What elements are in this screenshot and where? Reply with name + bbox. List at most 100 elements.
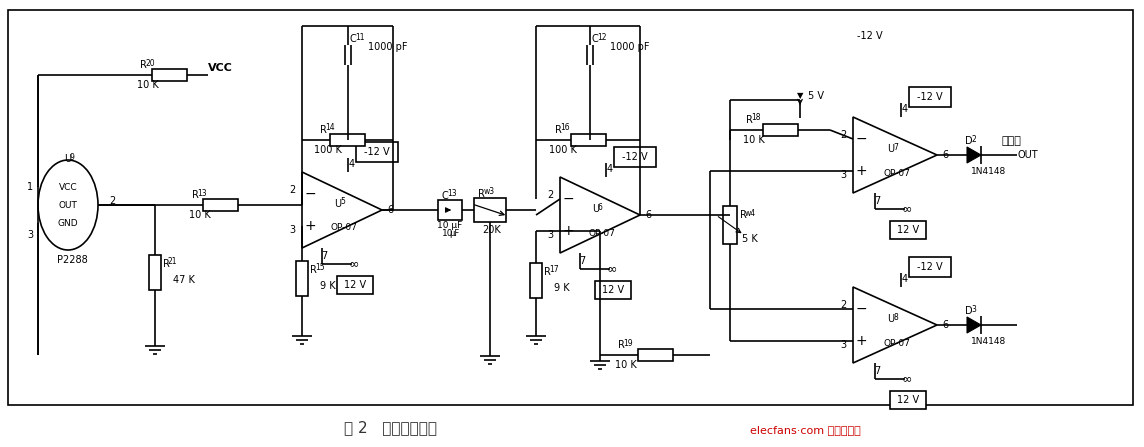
Text: −: −: [856, 302, 867, 316]
Text: R: R: [162, 259, 169, 269]
Text: D: D: [966, 306, 972, 316]
Text: -12 V: -12 V: [917, 92, 943, 102]
Text: P2288: P2288: [56, 255, 87, 265]
Text: w3: w3: [484, 187, 495, 197]
Text: D: D: [966, 136, 972, 146]
Text: 2: 2: [840, 130, 847, 140]
Text: 2: 2: [547, 190, 554, 200]
Text: 9 K: 9 K: [554, 283, 570, 293]
Text: 8: 8: [893, 312, 898, 321]
Text: 10 µF: 10 µF: [437, 222, 462, 231]
Text: 13: 13: [197, 189, 207, 198]
Bar: [474, 198, 506, 222]
Text: C: C: [442, 191, 448, 201]
Bar: [909, 87, 951, 107]
Text: R: R: [618, 340, 625, 350]
Text: 4: 4: [349, 159, 355, 169]
Text: 7: 7: [320, 251, 327, 261]
Text: 12 V: 12 V: [897, 225, 919, 235]
Text: 6: 6: [645, 210, 651, 220]
Text: 14: 14: [325, 123, 335, 132]
Text: ∞: ∞: [349, 257, 359, 270]
Text: 20K: 20K: [483, 225, 501, 235]
Bar: [530, 263, 542, 298]
Text: R: R: [478, 189, 485, 199]
Bar: [8, 10, 1133, 405]
Text: 7: 7: [874, 196, 880, 206]
Text: 5 V: 5 V: [808, 91, 824, 101]
Text: 10 K: 10 K: [137, 80, 159, 90]
Text: 47 K: 47 K: [173, 275, 194, 285]
Text: 5: 5: [340, 198, 344, 207]
Text: 12 V: 12 V: [897, 395, 919, 405]
Bar: [909, 257, 951, 277]
Text: 10 K: 10 K: [744, 135, 765, 145]
Text: OP-07: OP-07: [588, 228, 615, 237]
Text: 19: 19: [623, 338, 633, 347]
Text: OP-07: OP-07: [883, 338, 911, 347]
Text: +: +: [856, 334, 867, 348]
Text: -12 V: -12 V: [364, 147, 390, 157]
Bar: [337, 276, 373, 294]
Text: +: +: [304, 219, 316, 233]
Text: OP-07: OP-07: [883, 169, 911, 177]
Text: OP-07: OP-07: [331, 224, 357, 232]
Text: 10: 10: [443, 229, 454, 239]
Text: w4: w4: [745, 208, 756, 218]
Text: 1N4148: 1N4148: [971, 166, 1007, 176]
Text: OUT: OUT: [58, 201, 78, 210]
Text: 3: 3: [27, 230, 33, 240]
Text: 1000 pF: 1000 pF: [610, 42, 650, 52]
Text: ∞: ∞: [606, 262, 617, 275]
Text: 6: 6: [942, 320, 948, 330]
Text: 4: 4: [901, 274, 908, 284]
Bar: [614, 147, 656, 167]
Polygon shape: [967, 147, 982, 163]
Text: R: R: [320, 125, 327, 135]
Text: -12 V: -12 V: [917, 262, 943, 272]
Text: U: U: [887, 144, 895, 154]
Text: 图 2   物体定位检测: 图 2 物体定位检测: [343, 421, 437, 435]
Text: 11: 11: [355, 33, 365, 42]
Bar: [356, 142, 398, 162]
Text: 3: 3: [971, 304, 976, 313]
Bar: [595, 281, 631, 299]
Text: R: R: [746, 115, 753, 125]
Bar: [149, 255, 161, 290]
Text: U: U: [887, 314, 895, 324]
Text: 4: 4: [607, 164, 613, 174]
Text: +: +: [856, 164, 867, 178]
Text: 12 V: 12 V: [344, 280, 366, 290]
Text: 3: 3: [840, 340, 847, 350]
Text: C: C: [350, 34, 357, 44]
Text: 21: 21: [168, 257, 177, 266]
Text: -12 V: -12 V: [622, 152, 648, 162]
Text: R: R: [140, 60, 146, 70]
Bar: [890, 221, 925, 239]
Text: VCC: VCC: [207, 63, 232, 73]
Text: R: R: [192, 190, 199, 200]
Bar: [723, 206, 737, 244]
Text: 1: 1: [27, 182, 33, 192]
Text: 10 K: 10 K: [189, 210, 210, 220]
Text: 13: 13: [447, 190, 456, 198]
Text: 2: 2: [840, 300, 847, 310]
Text: 热释电: 热释电: [1001, 136, 1020, 146]
Text: 16: 16: [561, 123, 570, 132]
Text: 1000 pF: 1000 pF: [368, 42, 407, 52]
Text: 5 K: 5 K: [742, 234, 757, 244]
Bar: [763, 124, 799, 136]
Text: R: R: [545, 267, 551, 277]
Text: R: R: [310, 265, 317, 275]
Text: 100 K: 100 K: [315, 145, 342, 155]
Text: ∞: ∞: [901, 372, 912, 385]
Text: 3: 3: [289, 225, 295, 235]
Text: −: −: [562, 192, 574, 206]
Text: 7: 7: [893, 143, 898, 152]
Text: 100 K: 100 K: [549, 145, 577, 155]
Text: ∞: ∞: [901, 202, 912, 215]
Text: U: U: [591, 204, 599, 214]
Text: −: −: [856, 132, 867, 146]
Text: 9: 9: [70, 152, 74, 161]
Text: 6: 6: [942, 150, 948, 160]
